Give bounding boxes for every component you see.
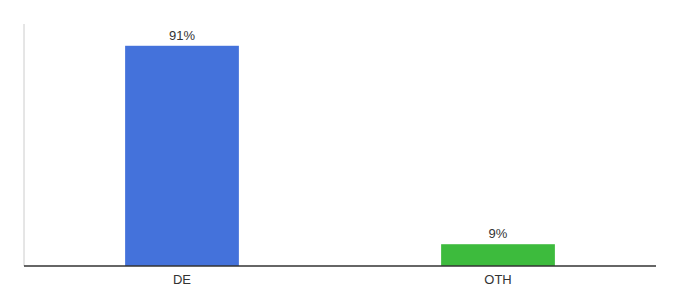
bars xyxy=(125,46,555,266)
data-label: 91% xyxy=(169,28,195,43)
x-tick-label: OTH xyxy=(484,272,511,287)
x-axis-line xyxy=(24,265,656,267)
bar xyxy=(125,46,239,266)
y-axis-line xyxy=(24,24,25,266)
chart-container: DE OTH 91% 9% xyxy=(0,0,680,300)
bar xyxy=(441,244,555,266)
chart-svg: DE OTH 91% 9% xyxy=(0,0,680,300)
data-label: 9% xyxy=(489,226,508,241)
x-tick-label: DE xyxy=(173,272,191,287)
